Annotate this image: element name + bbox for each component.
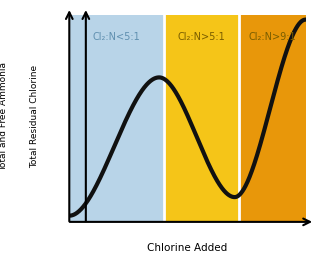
Bar [164, 15, 239, 222]
Bar [69, 15, 164, 222]
Text: Cl₂:N<5:1: Cl₂:N<5:1 [93, 32, 140, 42]
Text: Cl₂:N>9:1: Cl₂:N>9:1 [249, 32, 296, 42]
Text: Cl₂:N>5:1: Cl₂:N>5:1 [178, 32, 226, 42]
Text: Chlorine Added: Chlorine Added [147, 243, 227, 253]
Bar [239, 15, 306, 222]
Text: Total and Free Ammonia: Total and Free Ammonia [0, 62, 8, 171]
Text: Total Residual Chlorine: Total Residual Chlorine [30, 64, 39, 168]
